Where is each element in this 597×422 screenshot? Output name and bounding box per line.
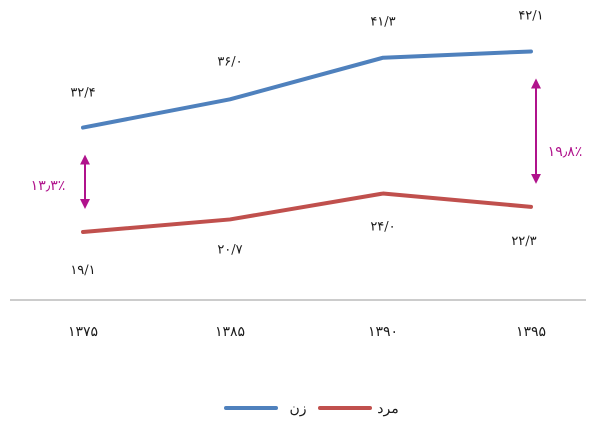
series-line-0 (81, 49, 533, 130)
x-tick-label: ۱۳۹۰ (368, 324, 398, 340)
legend: زن مرد (224, 401, 399, 417)
series-line-1 (81, 191, 533, 234)
legend-label: زن (289, 401, 306, 417)
legend-label: مرد (377, 401, 398, 417)
data-label: ۳۲/۴ (70, 86, 95, 101)
gap-annotation-label: ۱۹٫۸٪ (548, 144, 583, 160)
gap-annotation-label: ۱۳٫۳٪ (31, 178, 66, 194)
data-label: ۴۲/۱ (518, 8, 543, 23)
x-tick-label: ۱۳۷۵ (68, 324, 98, 340)
data-label: ۳۶/۰ (217, 54, 242, 69)
data-label: ۲۲/۳ (511, 234, 536, 249)
data-label: ۴۱/۳ (370, 15, 395, 30)
data-label: ۱۹/۱ (70, 263, 95, 278)
data-label: ۲۴/۰ (370, 220, 395, 235)
x-tick-label: ۱۳۹۵ (516, 324, 546, 340)
x-tick-label: ۱۳۸۵ (215, 324, 245, 340)
data-label: ۲۰/۷ (217, 242, 242, 257)
